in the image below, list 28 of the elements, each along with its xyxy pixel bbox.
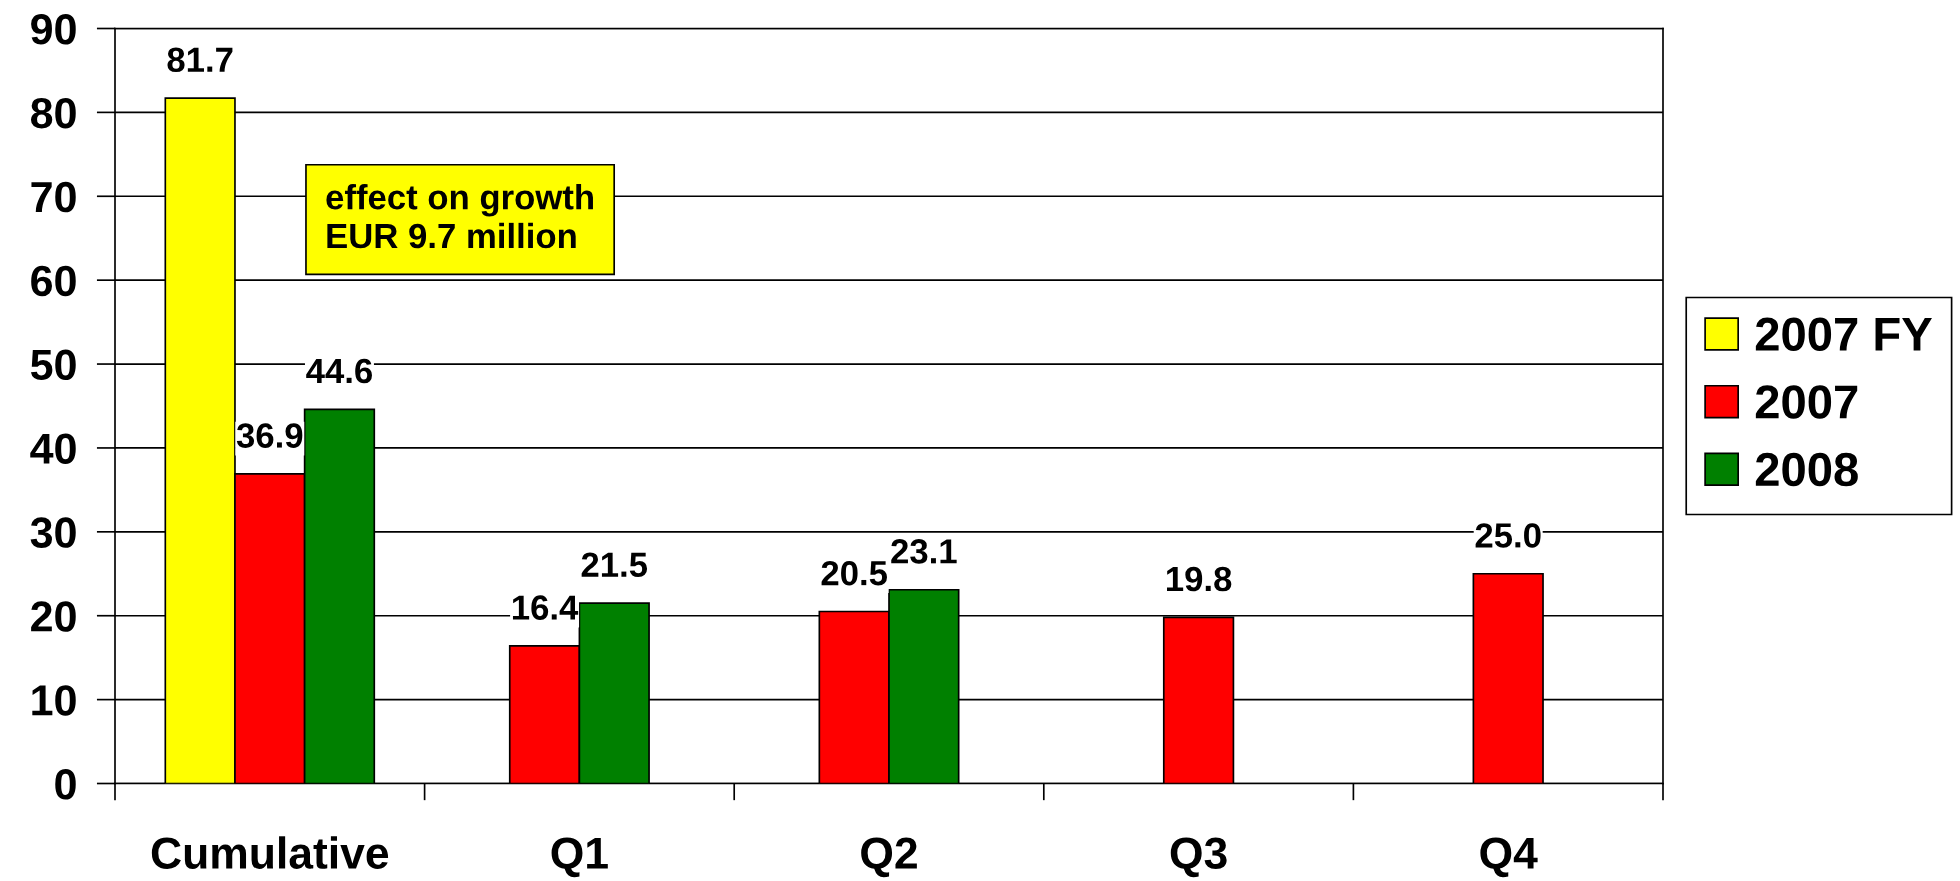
y-tick-label: 80 [30,97,76,129]
legend-label: 2008 [1755,452,1858,487]
data-label: 21.5 [581,552,648,578]
y-tick-label: 20 [31,601,76,632]
data-label: 81.7 [167,47,233,73]
legend-label: 2007 FY [1755,317,1932,352]
x-tick-label: Q2 [861,837,917,878]
data-label: 20.5 [821,560,887,586]
data-label: 23.1 [891,539,957,564]
x-tick-label: Q3 [1170,837,1227,878]
x-tick-label: Q1 [551,837,608,878]
data-label: 36.9 [236,423,303,448]
data-label: 25.0 [1475,523,1541,548]
data-label: 44.6 [306,358,372,384]
legend-label: 2007 [1755,385,1858,419]
y-tick-label: 90 [31,14,76,45]
x-tick-label: Cumulative [151,836,389,869]
y-tick-label: 30 [30,517,76,548]
y-tick-label: 40 [30,433,76,464]
x-tick-label: Q4 [1480,837,1538,878]
y-tick-label: 60 [31,265,76,297]
data-label: 16.4 [512,595,579,620]
y-tick-label: 10 [32,685,76,716]
annotation: effect on growth EUR 9.7 million [326,184,593,249]
y-tick-label: 0 [55,769,76,800]
y-tick-label: 70 [31,181,76,213]
data-label: 19.8 [1167,566,1232,592]
y-tick-label: 50 [30,349,76,381]
